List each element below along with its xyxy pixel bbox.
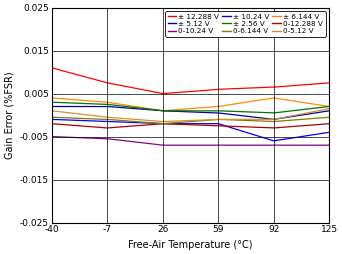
X-axis label: Free-Air Temperature (°C): Free-Air Temperature (°C) (128, 240, 253, 250)
Y-axis label: Gain Error (%FSR): Gain Error (%FSR) (4, 71, 14, 159)
Legend: ± 12.288 V, ± 5.12 V, 0-10.24 V, ± 10.24 V, ± 2.56 V, 0-6.144 V, ± 6.144 V, 0-12: ± 12.288 V, ± 5.12 V, 0-10.24 V, ± 10.24… (165, 11, 326, 37)
